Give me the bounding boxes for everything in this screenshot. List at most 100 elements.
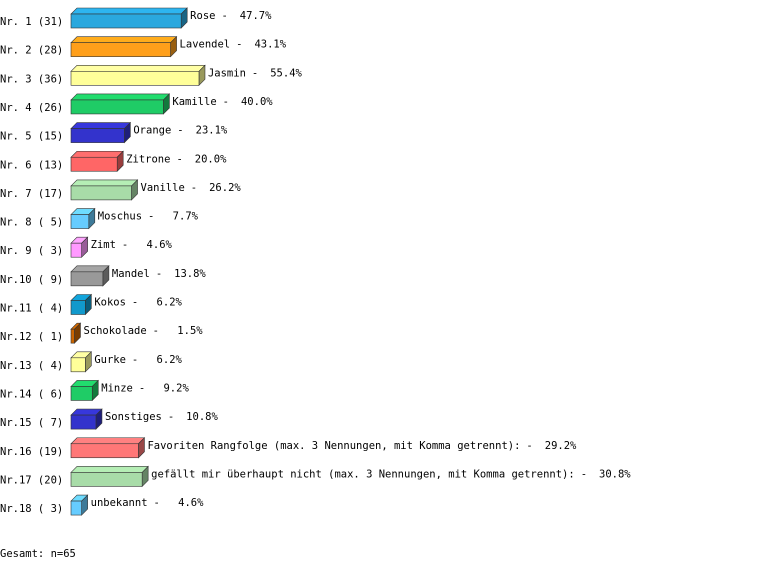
bar-front: [70, 242, 82, 258]
value-label: 7.7%: [173, 211, 199, 223]
bar-front: [70, 357, 86, 373]
row-label: Nr.12 ( 1): [0, 331, 63, 343]
separator: -: [223, 96, 229, 108]
bar-label: gefällt mir überhaupt nicht (max. 3 Nenn…: [151, 468, 631, 480]
bar-top: [70, 122, 132, 129]
row-label: Nr.16 (19): [0, 446, 63, 458]
bar-top: [70, 65, 206, 72]
bar-front: [70, 13, 182, 29]
separator: -: [526, 440, 532, 452]
value-label: 47.7%: [240, 10, 272, 22]
category-name: Jasmin: [208, 67, 246, 79]
row-label: Nr. 3 (36): [0, 73, 63, 85]
bar-top: [70, 36, 178, 43]
category-name: Kamille: [172, 96, 216, 108]
bar-front: [70, 472, 143, 487]
separator: -: [191, 182, 197, 194]
bar-front: [70, 156, 118, 172]
bar-top: [70, 93, 171, 101]
value-label: 4.6%: [178, 497, 204, 509]
bar-label: Rose - 47.7%: [190, 10, 272, 22]
row-label: Nr.11 ( 4): [0, 303, 63, 315]
bar-label: unbekannt - 4.6%: [91, 497, 204, 509]
bar-front: [70, 443, 139, 459]
value-label: 9.2%: [163, 382, 189, 394]
separator: -: [148, 211, 154, 223]
row-label: Nr.13 ( 4): [0, 360, 63, 372]
bar-label: Kamille -40.0%: [172, 96, 273, 108]
bar-label: Mandel -13.8%: [112, 268, 207, 280]
category-name: Lavendel: [180, 39, 231, 51]
separator: -: [139, 382, 145, 394]
value-label: 1.5%: [177, 325, 203, 337]
bar-label: Zitrone - 20.0%: [126, 153, 227, 165]
separator: -: [122, 239, 128, 251]
bar: [70, 179, 139, 201]
bar-label: Schokolade - 1.5%: [83, 325, 203, 337]
separator: -: [177, 125, 183, 137]
category-name: unbekannt: [91, 497, 148, 509]
bar-top: [70, 466, 149, 473]
category-name: Zitrone: [126, 153, 170, 165]
value-label: 40.0%: [241, 96, 273, 108]
bar-front: [70, 42, 171, 57]
category-name: Favoriten Rangfolge (max. 3 Nennungen, m…: [147, 440, 520, 452]
bar: [70, 351, 93, 373]
bar: [70, 35, 178, 58]
bar: [70, 465, 149, 488]
category-name: Sonstiges: [105, 411, 162, 423]
row-label: Nr. 4 (26): [0, 102, 63, 114]
bar-front: [70, 300, 86, 315]
bar-label: Gurke - 6.2%: [94, 354, 182, 366]
bar: [70, 293, 93, 316]
bar-label: Kokos - 6.2%: [94, 297, 182, 309]
separator: -: [168, 411, 174, 423]
value-label: 4.6%: [147, 239, 173, 251]
bar: [70, 494, 89, 516]
row-label: Nr.17 (20): [0, 474, 63, 486]
value-label: 30.8%: [599, 468, 631, 480]
bar: [70, 379, 99, 402]
bar-front: [70, 71, 200, 86]
bar-label: Vanille -26.2%: [141, 182, 242, 194]
value-label: 29.2%: [545, 440, 577, 452]
row-label: Nr.14 ( 6): [0, 388, 63, 400]
value-label: 20.0%: [195, 153, 227, 165]
bar-label: Jasmin -55.4%: [208, 67, 303, 79]
row-label: Nr.10 ( 9): [0, 274, 63, 286]
bar-label: Zimt - 4.6%: [91, 239, 173, 251]
bar: [70, 7, 188, 29]
row-label: Nr. 1 (31): [0, 16, 63, 28]
separator: -: [221, 10, 227, 22]
row-label: Nr.18 ( 3): [0, 503, 63, 515]
bar-front: [70, 128, 125, 143]
bar-front: [70, 386, 93, 401]
bar: [70, 265, 110, 287]
bar-label: Orange - 23.1%: [133, 125, 228, 137]
bar: [70, 408, 103, 430]
separator: -: [581, 468, 587, 480]
bar: [70, 207, 96, 230]
bar-top: [70, 179, 139, 187]
bar-front: [70, 328, 75, 344]
bar-front: [70, 414, 97, 430]
separator: -: [252, 67, 258, 79]
row-label: Nr. 6 (13): [0, 159, 63, 171]
category-name: Vanille: [141, 182, 185, 194]
value-label: 23.1%: [196, 125, 228, 137]
separator: -: [154, 497, 160, 509]
row-label: Nr. 5 (15): [0, 131, 63, 143]
category-name: Gurke: [94, 354, 126, 366]
separator: -: [153, 325, 159, 337]
bar-front: [70, 271, 104, 287]
bar: [70, 93, 171, 115]
separator: -: [236, 39, 242, 51]
value-label: 43.1%: [254, 39, 286, 51]
bar-label: Minze - 9.2%: [101, 382, 189, 394]
category-name: Mandel: [112, 268, 150, 280]
bar-label: Lavendel -43.1%: [180, 39, 287, 51]
bar-top: [70, 437, 146, 445]
bar: [70, 64, 206, 87]
bar-label: Moschus - 7.7%: [98, 211, 199, 223]
